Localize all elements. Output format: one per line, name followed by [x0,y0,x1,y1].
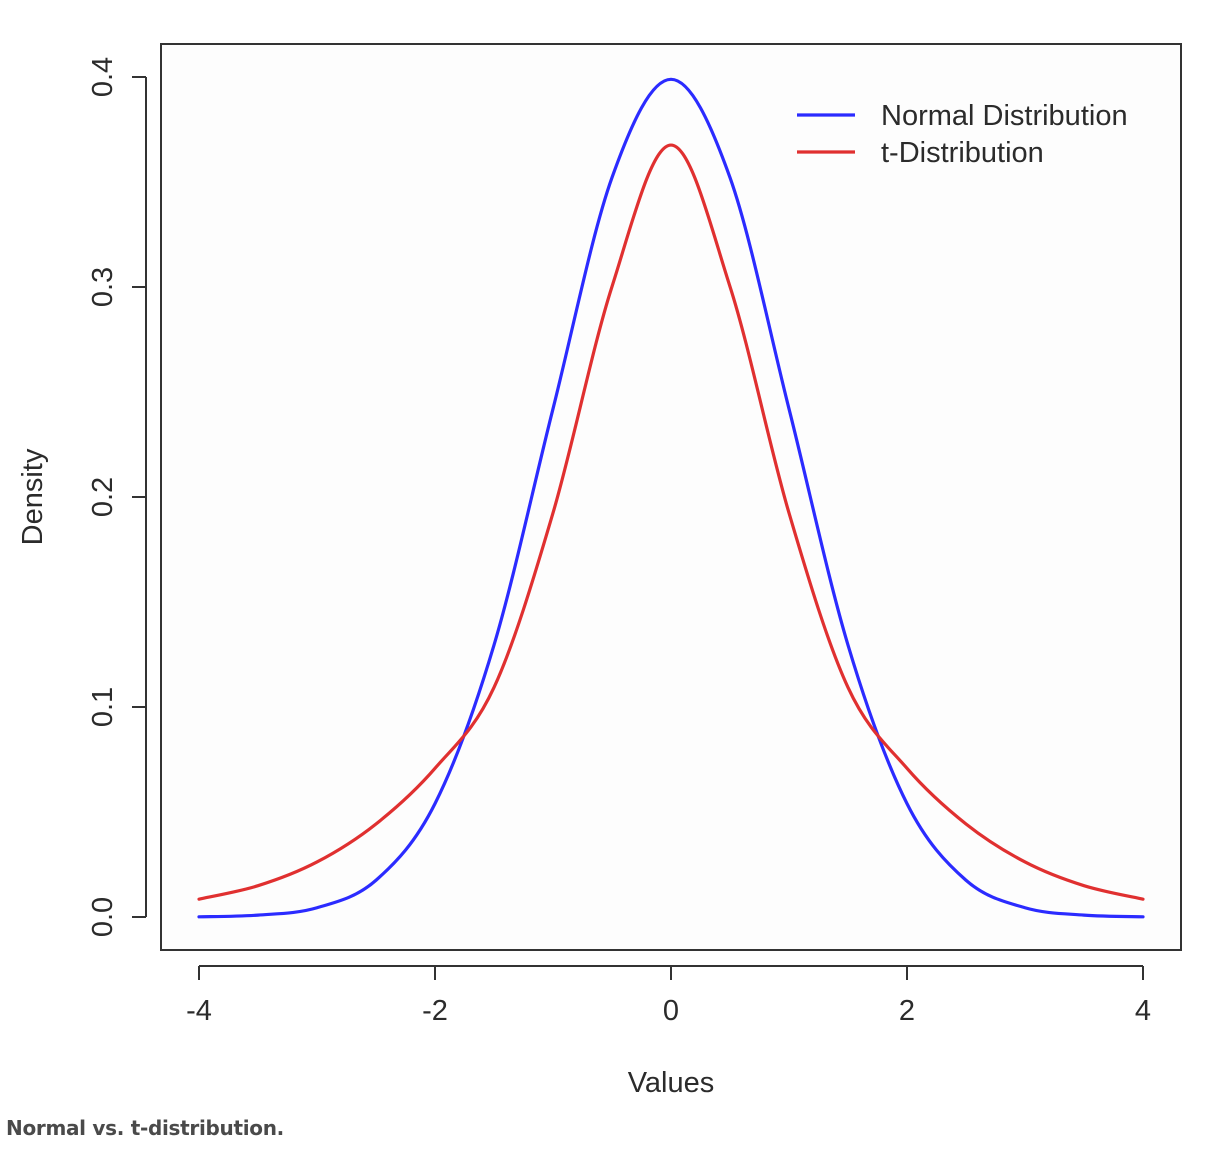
legend: Normal Distribution t-Distribution [797,100,1128,169]
y-tick-label: 0.4 [87,57,119,97]
figure-caption: Normal vs. t-distribution. [6,1116,284,1140]
legend-label-normal-distribution: Normal Distribution [881,100,1128,132]
series-lines [197,77,1145,919]
y-tick-label: 0.1 [87,687,119,727]
x-tick-label: -2 [422,995,448,1027]
density-chart: -4 -2 0 2 4 0.0 0.1 0.2 0.3 0.4 Values Density Norm… [17,43,1182,1099]
y-tick-label: 0.0 [87,897,119,937]
legend-label-t-distribution: t-Distribution [881,137,1044,169]
x-tick-label: 4 [1135,995,1151,1027]
x-tick-label: 2 [899,995,915,1027]
plot-frame [160,43,1182,951]
x-tick-label: -4 [186,995,212,1027]
axes: -4 -2 0 2 4 0.0 0.1 0.2 0.3 0.4 Values Density [17,57,1151,1099]
x-tick-label: 0 [663,995,679,1027]
series-line-normal-distribution [197,77,1145,919]
plot-box [160,43,1182,951]
x-axis-title: Values [628,1067,715,1099]
y-tick-label: 0.3 [87,267,119,307]
y-tick-label: 0.2 [87,477,119,517]
series-line-t-distribution [197,143,1145,901]
y-axis-title: Density [17,448,49,545]
